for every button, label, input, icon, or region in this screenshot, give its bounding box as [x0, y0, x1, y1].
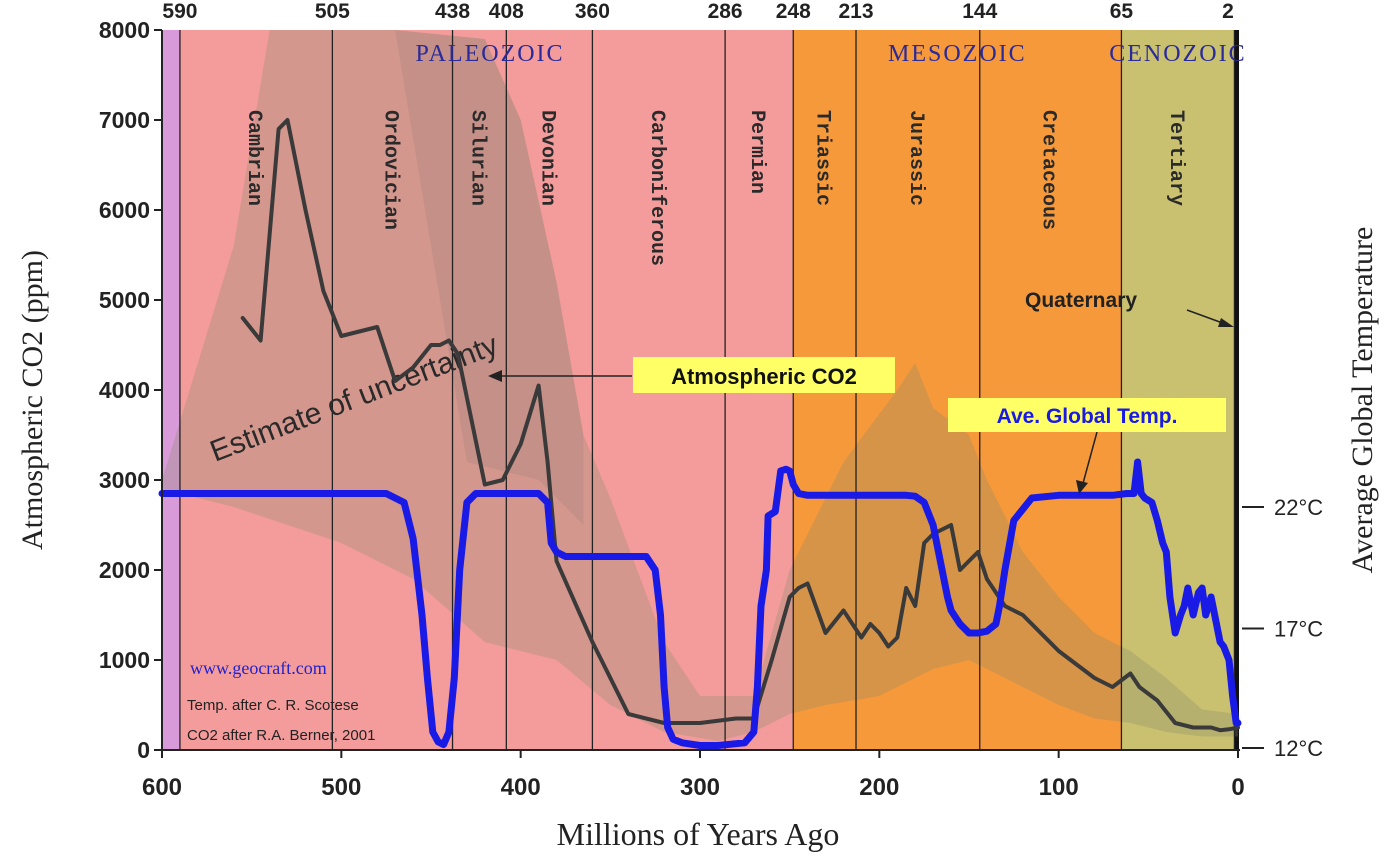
temp-callout: Ave. Global Temp. — [948, 398, 1226, 494]
y2-tick-17-c: 17°C — [1274, 617, 1323, 642]
co2-callout: Atmospheric CO2 — [488, 357, 895, 393]
y-axis-label: Atmospheric CO2 (ppm) — [16, 250, 49, 550]
y-tick-3000: 3000 — [99, 467, 150, 493]
top-tick-144: 144 — [962, 0, 997, 23]
era-label-mesozoic: MESOZOIC — [888, 41, 1027, 67]
top-tick-labels: 590 505 438 408 360 286 248 213 144 65 2 — [162, 0, 1233, 23]
period-label-silurian: Silurian — [465, 110, 488, 206]
top-tick-408: 408 — [489, 0, 524, 23]
period-label-cretaceous: Cretaceous — [1037, 110, 1060, 230]
period-label-permian: Permian — [745, 110, 768, 194]
period-label-tertiary: Tertiary — [1164, 110, 1187, 206]
co2-uncertainty-band-upper — [395, 30, 584, 525]
top-tick-505: 505 — [315, 0, 350, 23]
x-tick-100: 100 — [1039, 774, 1079, 801]
y-tick-4000: 4000 — [99, 377, 150, 403]
quaternary-label: Quaternary — [1025, 289, 1137, 312]
x-axis-label: Millions of Years Ago — [557, 816, 840, 852]
x-tick-200: 200 — [859, 774, 899, 801]
top-tick-438: 438 — [435, 0, 470, 23]
precambrian-band — [162, 30, 180, 750]
y-tick-2000: 2000 — [99, 557, 150, 583]
x-tick-300: 300 — [680, 774, 720, 801]
y-tick-5000: 5000 — [99, 287, 150, 313]
y2-tick-12-c: 12°C — [1274, 736, 1323, 761]
y-tick-1000: 1000 — [99, 647, 150, 673]
x-tick-labels: 600 500 400 300 200 100 0 — [142, 750, 1245, 801]
top-tick-286: 286 — [708, 0, 743, 23]
period-label-carboniferous: Carboniferous — [645, 110, 668, 266]
top-tick-213: 213 — [838, 0, 873, 23]
temp-credit: Temp. after C. R. Scotese — [187, 697, 359, 714]
x-tick-0: 0 — [1231, 774, 1244, 801]
temp-callout-label: Ave. Global Temp. — [997, 405, 1178, 428]
period-label-devonian: Devonian — [535, 110, 558, 206]
period-labels: Cambrian Ordovician Silurian Devonian Carbon… — [242, 110, 1187, 266]
series-line-ave-global-temp — [158, 458, 1242, 749]
y-tick-labels: 0 1000 2000 3000 4000 5000 6000 7000 8000 — [99, 17, 162, 763]
period-label-cambrian: Cambrian — [242, 110, 265, 206]
x-tick-500: 500 — [321, 774, 361, 801]
top-tick-2: 2 — [1222, 0, 1234, 23]
period-label-ordovician: Ordovician — [378, 110, 401, 230]
period-label-triassic: Triassic — [811, 110, 834, 206]
co2-callout-label: Atmospheric CO2 — [671, 364, 857, 389]
series-lines — [158, 118, 1242, 749]
y-tick-7000: 7000 — [99, 107, 150, 133]
x-tick-400: 400 — [501, 774, 541, 801]
top-tick-248: 248 — [776, 0, 811, 23]
era-labels: PALEOZOIC MESOZOIC CENOZOIC — [415, 41, 1246, 67]
y-tick-6000: 6000 — [99, 197, 150, 223]
quaternary-band — [1234, 30, 1239, 750]
quaternary-callout: Quaternary — [1025, 289, 1234, 327]
top-tick-590: 590 — [162, 0, 197, 23]
co2-credit: CO2 after R.A. Berner, 2001 — [187, 727, 375, 744]
website-label: www.geocraft.com — [190, 658, 327, 678]
x-tick-600: 600 — [142, 774, 182, 801]
y2-axis-label: Average Global Temperature — [1346, 227, 1379, 574]
period-label-jurassic: Jurassic — [904, 110, 927, 206]
y2-tick-22-c: 22°C — [1274, 495, 1323, 520]
y-tick-8000: 8000 — [99, 17, 150, 43]
series-line-atmospheric-co2 — [240, 118, 1240, 733]
y-tick-0: 0 — [137, 737, 150, 763]
era-label-paleozoic: PALEOZOIC — [415, 41, 564, 67]
top-tick-65: 65 — [1110, 0, 1134, 23]
era-label-cenozoic: CENOZOIC — [1109, 41, 1246, 67]
top-tick-360: 360 — [575, 0, 610, 23]
y2-tick-labels: 12°C 17°C 22°C — [1242, 495, 1323, 761]
